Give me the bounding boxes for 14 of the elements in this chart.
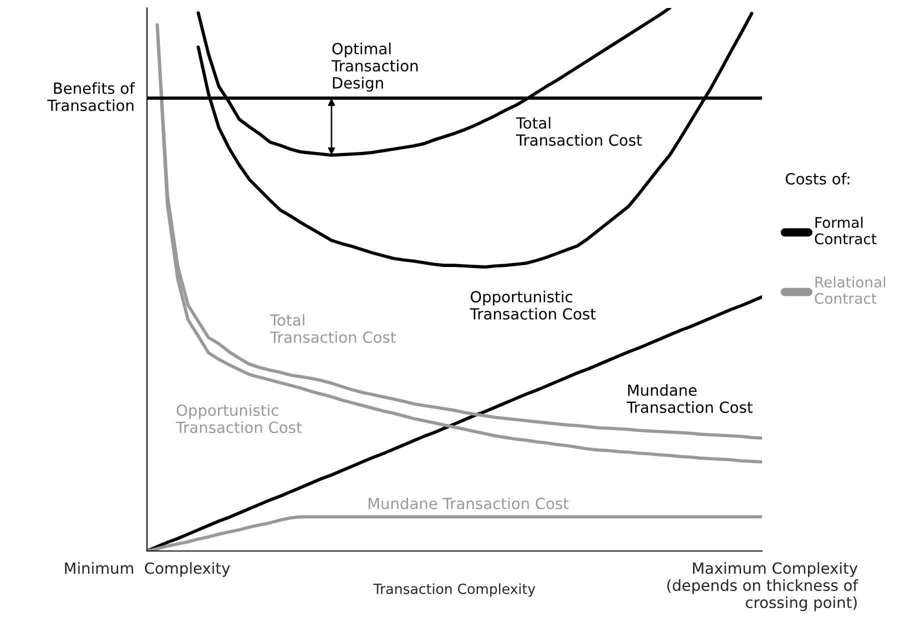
annotation: Opportunistic Transaction Cost (470, 290, 596, 320)
annotation: Optimal Transaction Design (331, 42, 418, 92)
legend-label: Relational Contract (814, 276, 886, 304)
annotation: Mundane Transaction Cost (626, 384, 753, 414)
legend-title: Costs of: (786, 172, 850, 185)
ref-line-label: Benefits of Transaction (47, 82, 135, 112)
legend-label: Formal Contract (814, 216, 876, 244)
annotation: Total Transaction Cost (270, 314, 396, 343)
x-tick-label: Maximum Complexity (depends on thickness of crossing point) (667, 562, 858, 612)
annotation: Mundane Transaction Cost (368, 497, 569, 510)
x-tick-label: Minimum Complexity (65, 562, 230, 577)
annotation: Total Transaction Cost (516, 116, 642, 146)
x-axis-title: Transaction Complexity (373, 583, 536, 597)
annotation: Opportunistic Transaction Cost (176, 404, 302, 434)
